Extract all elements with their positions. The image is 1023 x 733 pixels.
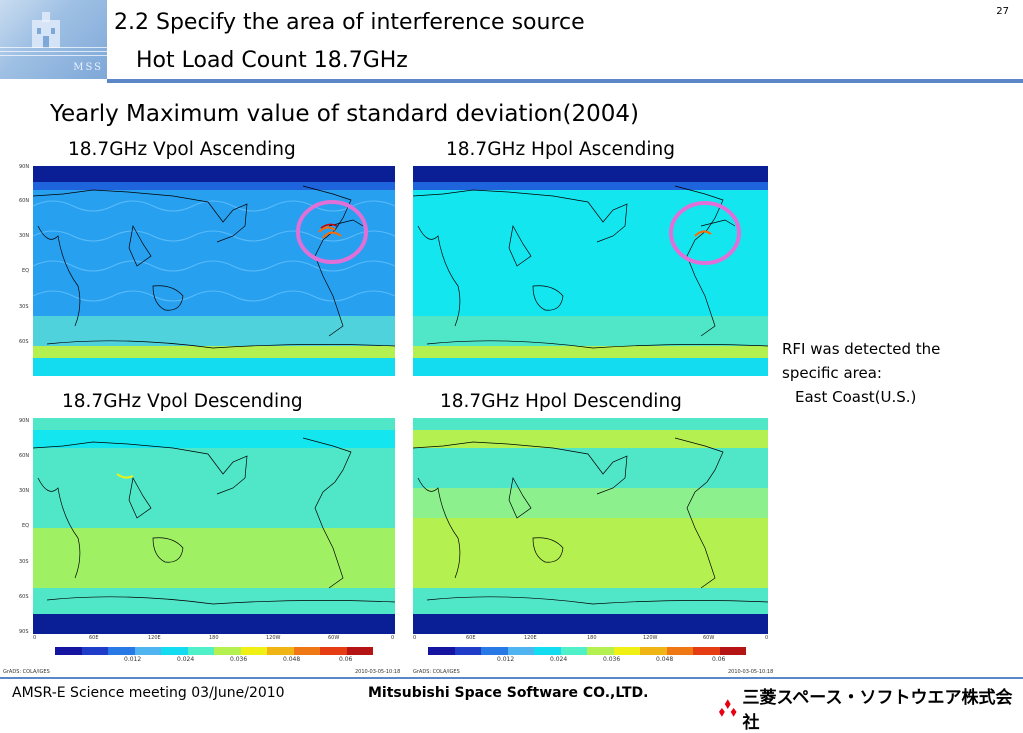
colorbar-tick: 0.048 xyxy=(283,656,300,663)
colorbar-tick: 0.024 xyxy=(177,656,194,663)
building-logo-icon xyxy=(28,10,64,50)
colorbar-swatch xyxy=(640,647,667,655)
lat-tick: 60N xyxy=(19,453,29,459)
colorbar-swatch xyxy=(294,647,321,655)
colorbar-tick: 0.06 xyxy=(339,656,352,663)
lat-tick: 60S xyxy=(19,339,29,345)
colorbar-swatch xyxy=(82,647,109,655)
colorbar-swatch xyxy=(241,647,268,655)
footer-company: Mitsubishi Space Software CO.,LTD. xyxy=(368,685,648,701)
colorbar-swatch xyxy=(481,647,508,655)
lat-tick: EQ xyxy=(22,523,29,529)
lat-tick: 60S xyxy=(19,594,29,600)
colorbar-swatch xyxy=(667,647,694,655)
colorbar-swatch xyxy=(614,647,641,655)
lon-tick: 0 xyxy=(391,635,394,641)
colorbar-swatch xyxy=(161,647,188,655)
colorbar-tick: 0.012 xyxy=(124,656,141,663)
footer-company-jp-text: 三菱スペース・ソフトウエア株式会社 xyxy=(743,683,1023,733)
lon-tick: 180 xyxy=(209,635,219,641)
company-logo: MSS xyxy=(0,0,107,79)
note-line: specific area: xyxy=(782,361,940,385)
plot-meta-right: GrADS: COLA/IGES xyxy=(413,669,460,675)
map-hpol-descending xyxy=(413,418,768,634)
map-vpol-ascending xyxy=(33,166,395,376)
colorbar-swatch xyxy=(55,647,82,655)
lat-tick: 90N xyxy=(19,164,29,170)
lat-tick: 90N xyxy=(19,418,29,424)
colorbar-swatch xyxy=(320,647,347,655)
lon-tick: 60E xyxy=(466,635,476,641)
lon-tick: 60W xyxy=(328,635,339,641)
footer-meeting: AMSR-E Science meeting 03/June/2010 xyxy=(12,685,285,701)
lon-tick: 60E xyxy=(89,635,99,641)
rfi-note: RFI was detected the specific area: East… xyxy=(782,337,940,409)
panel-label-vpol-descending: 18.7GHz Vpol Descending xyxy=(58,391,307,412)
lon-tick: 120E xyxy=(524,635,537,641)
colorbar-swatch xyxy=(428,647,455,655)
colorbar-tick: 0.024 xyxy=(550,656,567,663)
page-number: 27 xyxy=(996,6,1009,17)
colorbar-swatch xyxy=(587,647,614,655)
colorbar-swatch xyxy=(108,647,135,655)
lon-tick: 120E xyxy=(148,635,161,641)
slide-subtitle: Yearly Maximum value of standard deviati… xyxy=(50,101,639,127)
note-line: RFI was detected the xyxy=(782,337,940,361)
three-diamonds-icon xyxy=(717,699,739,717)
lat-tick: EQ xyxy=(22,268,29,274)
colorbar-tick: 0.036 xyxy=(603,656,620,663)
slide-title-line2: Hot Load Count 18.7GHz xyxy=(136,48,408,73)
colorbar-swatch xyxy=(693,647,720,655)
lon-tick: 60W xyxy=(703,635,714,641)
colorbar-swatch xyxy=(347,647,374,655)
map-hpol-ascending xyxy=(413,166,768,376)
panel-label-hpol-descending: 18.7GHz Hpol Descending xyxy=(436,391,686,412)
colorbar-swatch xyxy=(534,647,561,655)
colorbar-right xyxy=(428,647,746,655)
lon-tick: 0 xyxy=(413,635,416,641)
logo-text: MSS xyxy=(73,62,103,73)
header-divider xyxy=(107,79,1023,83)
lon-tick: 180 xyxy=(587,635,597,641)
lat-tick: 30S xyxy=(19,559,29,565)
footer-divider xyxy=(0,677,1023,679)
lat-tick: 30N xyxy=(19,233,29,239)
colorbar-swatch xyxy=(267,647,294,655)
lon-tick: 120W xyxy=(266,635,281,641)
lon-tick: 120W xyxy=(643,635,658,641)
plot-date-left: 2010-03-05-10:18 xyxy=(355,669,400,675)
slide-title: 2.2 Specify the area of interference sou… xyxy=(114,10,585,35)
panel-label-vpol-ascending: 18.7GHz Vpol Ascending xyxy=(64,139,300,160)
colorbar-tick: 0.036 xyxy=(230,656,247,663)
colorbar-tick: 0.06 xyxy=(712,656,725,663)
colorbar-swatch xyxy=(720,647,747,655)
lat-tick: 90S xyxy=(19,629,29,635)
plot-meta-left: GrADS: COLA/IGES xyxy=(3,669,50,675)
footer-company-jp: 三菱スペース・ソフトウエア株式会社 xyxy=(717,683,1023,733)
colorbar-swatch xyxy=(188,647,215,655)
colorbar-swatch xyxy=(508,647,535,655)
colorbar-tick: 0.012 xyxy=(497,656,514,663)
lon-tick: 0 xyxy=(765,635,768,641)
note-line: East Coast(U.S.) xyxy=(782,385,940,409)
colorbar-swatch xyxy=(561,647,588,655)
colorbar-left xyxy=(55,647,373,655)
plot-date-right: 2010-03-05-10:18 xyxy=(728,669,773,675)
lon-tick: 0 xyxy=(33,635,36,641)
panel-label-hpol-ascending: 18.7GHz Hpol Ascending xyxy=(442,139,679,160)
colorbar-tick: 0.048 xyxy=(656,656,673,663)
colorbar-swatch xyxy=(214,647,241,655)
lat-tick: 60N xyxy=(19,198,29,204)
lat-tick: 30S xyxy=(19,304,29,310)
lat-tick: 30N xyxy=(19,488,29,494)
colorbar-swatch xyxy=(135,647,162,655)
map-vpol-descending xyxy=(33,418,395,634)
colorbar-swatch xyxy=(455,647,482,655)
